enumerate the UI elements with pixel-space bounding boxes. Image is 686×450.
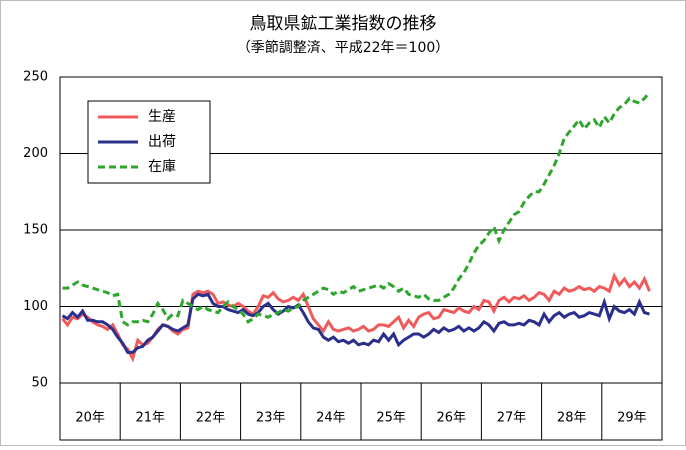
legend-label: 出荷 — [148, 134, 176, 150]
x-tick-label: 29年 — [617, 411, 647, 426]
legend-label: 生産 — [148, 109, 176, 125]
x-tick-label: 20年 — [75, 411, 105, 426]
chart-title: 鳥取県鉱工業指数の推移 — [250, 14, 437, 34]
y-tick-label: 250 — [23, 70, 48, 85]
x-tick-label: 22年 — [196, 411, 226, 426]
x-tick-label: 27年 — [497, 411, 527, 426]
y-tick-label: 100 — [23, 299, 48, 314]
series-line — [61, 292, 650, 354]
x-tick-label: 26年 — [437, 411, 467, 426]
x-tick-label: 25年 — [376, 411, 406, 426]
series-line — [62, 91, 651, 327]
x-tick-label: 28年 — [557, 411, 587, 426]
x-tick-label: 21年 — [136, 411, 166, 426]
y-tick-label: 200 — [23, 146, 48, 161]
y-tick-label: 150 — [23, 223, 48, 238]
legend-label: 在庫 — [148, 158, 176, 175]
x-tick-label: 23年 — [256, 411, 286, 426]
chart-subtitle: （季節調整済、平成22年＝100） — [237, 39, 450, 56]
y-tick-label: 50 — [31, 376, 48, 391]
x-tick-label: 24年 — [316, 411, 346, 426]
